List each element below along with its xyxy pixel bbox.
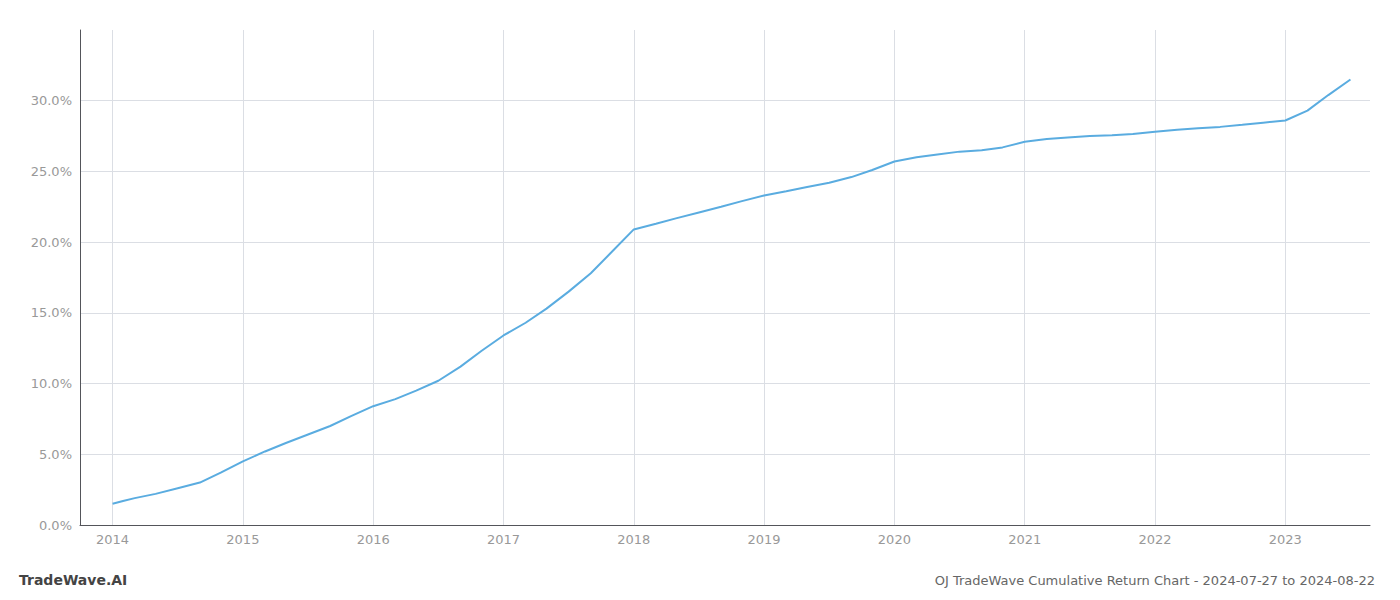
svg-text:2019: 2019 — [748, 532, 781, 547]
svg-text:10.0%: 10.0% — [31, 376, 72, 391]
svg-text:OJ TradeWave Cumulative Return: OJ TradeWave Cumulative Return Chart - 2… — [935, 573, 1375, 588]
svg-text:2023: 2023 — [1269, 532, 1302, 547]
svg-text:2017: 2017 — [487, 532, 520, 547]
svg-text:20.0%: 20.0% — [31, 235, 72, 250]
svg-text:5.0%: 5.0% — [39, 447, 72, 462]
svg-text:2015: 2015 — [226, 532, 259, 547]
svg-text:TradeWave.AI: TradeWave.AI — [19, 572, 127, 588]
svg-text:30.0%: 30.0% — [31, 93, 72, 108]
svg-text:2022: 2022 — [1138, 532, 1171, 547]
svg-text:2018: 2018 — [617, 532, 650, 547]
svg-text:25.0%: 25.0% — [31, 164, 72, 179]
svg-text:2016: 2016 — [357, 532, 390, 547]
svg-text:0.0%: 0.0% — [39, 518, 72, 533]
svg-text:2021: 2021 — [1008, 532, 1041, 547]
svg-text:2020: 2020 — [878, 532, 911, 547]
svg-text:15.0%: 15.0% — [31, 305, 72, 320]
svg-text:2014: 2014 — [96, 532, 129, 547]
